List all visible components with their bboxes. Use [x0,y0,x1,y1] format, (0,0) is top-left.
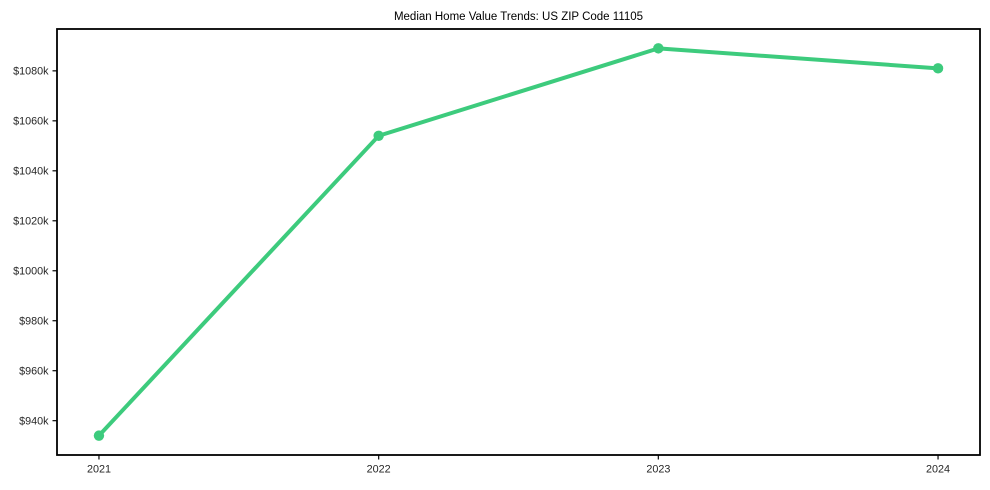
data-point [932,63,944,74]
y-tick-label: $980k [19,315,49,327]
y-tick-label: $1020k [13,216,49,228]
y-tick-label: $1040k [13,166,49,178]
data-point [373,130,384,142]
x-tick-label: 2023 [646,464,670,476]
y-tick-label: $960k [19,365,49,377]
x-tick-label: 2022 [367,464,391,476]
trend-line [96,46,941,438]
x-tick-label: 2021 [87,464,111,476]
x-tick-label: 2024 [926,464,950,476]
data-point [93,430,105,441]
y-tick-label: $1000k [13,266,49,278]
y-tick-label: $1060k [13,116,49,128]
plot-area: $940k $960k $980k $1000k $1020k $1040k $1060k $… [13,28,981,476]
chart-title: Median Home Value Trends: US ZIP Code 11… [394,11,643,23]
y-tick-label: $940k [19,415,49,427]
data-point [653,43,664,54]
plot-frame [56,28,981,456]
y-tick-label: $1080k [13,66,49,78]
